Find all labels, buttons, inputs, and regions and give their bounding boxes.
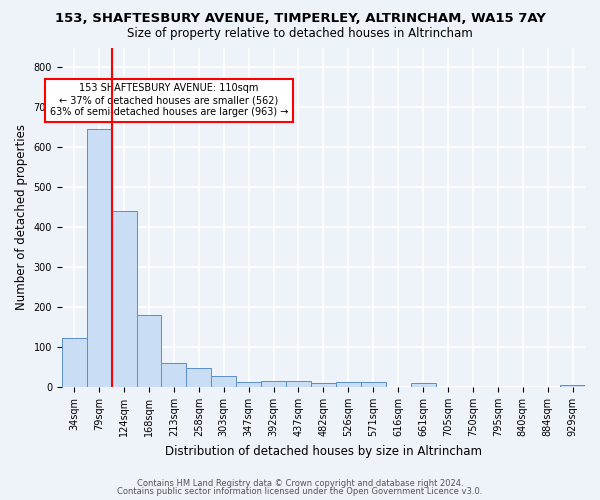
Bar [187,368,211,387]
Bar [86,130,112,387]
Text: Size of property relative to detached houses in Altrincham: Size of property relative to detached ho… [127,28,473,40]
Text: Contains public sector information licensed under the Open Government Licence v3: Contains public sector information licen… [118,487,482,496]
Bar [236,382,261,387]
Bar [311,384,336,387]
X-axis label: Distribution of detached houses by size in Altrincham: Distribution of detached houses by size … [165,444,482,458]
Bar [361,382,386,387]
Bar [211,376,236,387]
Bar [161,363,187,387]
Bar [137,315,161,387]
Text: 153, SHAFTESBURY AVENUE, TIMPERLEY, ALTRINCHAM, WA15 7AY: 153, SHAFTESBURY AVENUE, TIMPERLEY, ALTR… [55,12,545,26]
Y-axis label: Number of detached properties: Number of detached properties [15,124,28,310]
Bar [560,385,585,387]
Bar [112,212,137,387]
Bar [286,382,311,387]
Text: 153 SHAFTESBURY AVENUE: 110sqm
← 37% of detached houses are smaller (562)
63% of: 153 SHAFTESBURY AVENUE: 110sqm ← 37% of … [50,84,288,116]
Bar [410,384,436,387]
Text: Contains HM Land Registry data © Crown copyright and database right 2024.: Contains HM Land Registry data © Crown c… [137,478,463,488]
Bar [336,382,361,387]
Bar [62,338,86,387]
Bar [261,380,286,387]
